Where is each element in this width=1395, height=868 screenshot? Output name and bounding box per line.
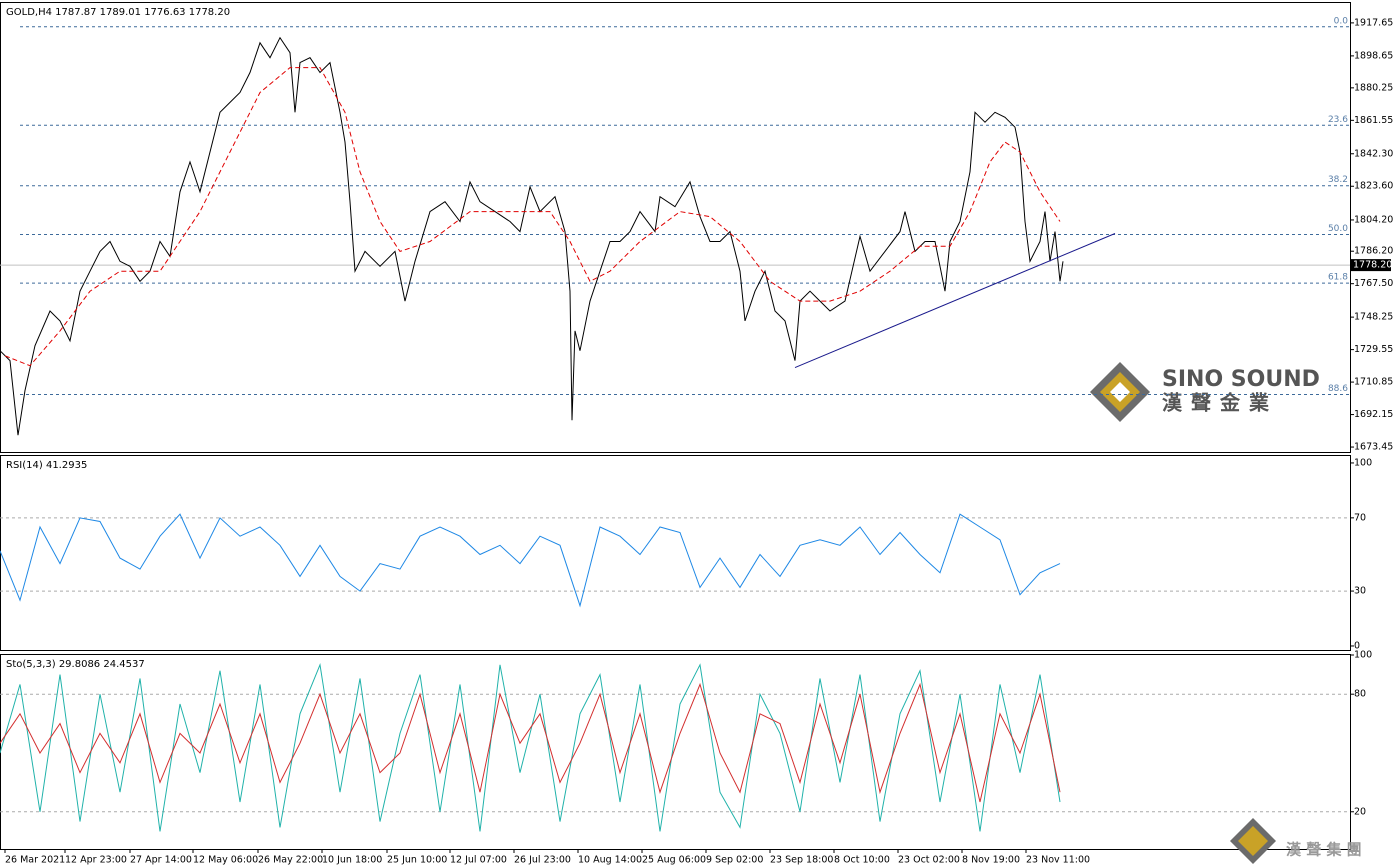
y-tick-label: 1842.30	[1354, 148, 1393, 159]
x-tick-label: 12 May 06:00	[193, 855, 258, 866]
y-tick-label: 100	[1354, 457, 1372, 468]
x-tick-label: 25 Aug 06:00	[642, 855, 706, 866]
y-tick-label: 1861.55	[1354, 115, 1393, 126]
y-tick-label: 1748.25	[1354, 312, 1393, 323]
logo: SINO SOUND 漢聲金業 漢 聲 集 團	[1090, 362, 1362, 864]
x-tick-label: 23 Oct 02:00	[898, 855, 960, 866]
panel-title: RSI(14) 41.2935	[6, 460, 87, 471]
x-tick-label: 10 Jun 18:00	[322, 855, 382, 866]
last-price-label: 1778.20	[1353, 260, 1392, 271]
panel-title: GOLD,H4 1787.87 1789.01 1776.63 1778.20	[6, 7, 230, 18]
x-tick-label: 8 Oct 10:00	[834, 855, 890, 866]
y-tick-label: 20	[1354, 806, 1366, 817]
y-tick-label: 1673.45	[1354, 442, 1393, 453]
x-tick-label: 26 Mar 2021	[5, 855, 65, 866]
y-tick-label: 1880.25	[1354, 82, 1393, 93]
x-tick-label: 12 Apr 23:00	[65, 855, 127, 866]
y-tick-label: 1786.20	[1354, 246, 1393, 257]
fib-label: 61.8	[1328, 273, 1348, 283]
x-tick-label: 12 Jul 07:00	[450, 855, 507, 866]
y-tick-label: 1898.65	[1354, 50, 1393, 61]
y-tick-label: 1729.55	[1354, 344, 1393, 355]
x-tick-label: 27 Apr 14:00	[130, 855, 192, 866]
x-tick-label: 26 May 22:00	[258, 855, 323, 866]
series-line	[0, 662, 1061, 832]
y-tick-label: 1804.20	[1354, 214, 1393, 225]
series-line	[0, 682, 1061, 803]
price-panel	[0, 2, 1351, 453]
fib-label: 38.2	[1328, 175, 1348, 185]
y-tick-label: 30	[1354, 586, 1366, 597]
x-tick-label: 10 Aug 14:00	[578, 855, 642, 866]
y-tick-label: 0	[1354, 640, 1360, 651]
fib-label: 23.6	[1328, 115, 1348, 125]
last-price-box	[1351, 259, 1391, 272]
x-tick-label: 23 Nov 11:00	[1026, 855, 1090, 866]
fib-label: 50.0	[1328, 224, 1348, 234]
panel-title: Sto(5,3,3) 29.8086 24.4537	[6, 659, 145, 670]
fib-label: 0.0	[1334, 16, 1349, 26]
x-tick-label: 9 Sep 02:00	[706, 855, 763, 866]
y-tick-label: 70	[1354, 512, 1366, 523]
group-name: 漢 聲 集 團	[1286, 841, 1362, 859]
y-tick-label: 1767.50	[1354, 278, 1393, 289]
series-line	[4, 67, 1061, 367]
series-line	[0, 513, 1061, 608]
x-tick-label: 25 Jun 10:00	[387, 855, 447, 866]
y-tick-label: 1917.65	[1354, 17, 1393, 28]
y-tick-label: 100	[1354, 650, 1372, 661]
logo-core	[1110, 382, 1130, 402]
group-diamond-inner	[1238, 826, 1268, 856]
logo-brand: SINO SOUND	[1162, 367, 1320, 392]
x-tick-label: 23 Sep 18:00	[770, 855, 833, 866]
x-tick-label: 8 Nov 19:00	[962, 855, 1020, 866]
y-tick-label: 1710.85	[1354, 377, 1393, 388]
y-tick-label: 80	[1354, 689, 1366, 700]
series-line	[0, 36, 1064, 436]
trendline	[794, 233, 1116, 369]
y-tick-label: 1692.15	[1354, 409, 1393, 420]
x-tick-label: 26 Jul 23:00	[514, 855, 571, 866]
fib-label: 88.6	[1328, 384, 1348, 394]
y-tick-label: 1823.60	[1354, 181, 1393, 192]
